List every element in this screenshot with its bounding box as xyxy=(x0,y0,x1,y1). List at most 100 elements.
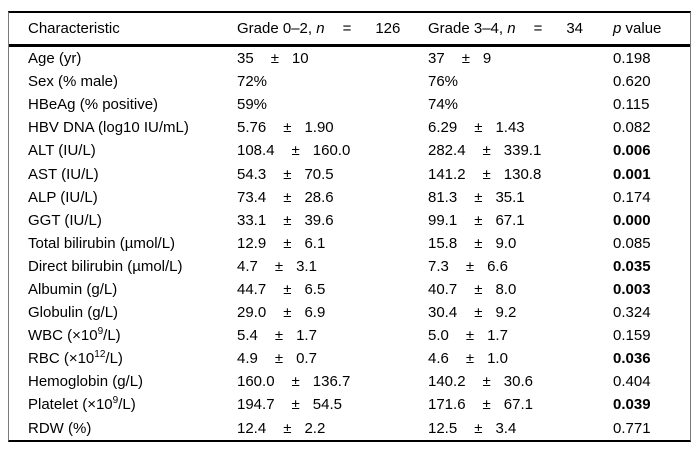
grade-3-4-value: 40.7 ±8.0 xyxy=(428,281,613,298)
grade-0-2-value: 35 ±10 xyxy=(237,50,428,67)
grade-3-4-value: 141.2 ±130.8 xyxy=(428,166,613,183)
plus-minus-symbol: ± xyxy=(474,211,483,229)
table-row: Sex (% male) 72% 76% 0.620 xyxy=(9,70,690,93)
sd-value: 0.7 xyxy=(296,350,317,368)
plus-minus-symbol: ± xyxy=(291,396,300,414)
plus-minus-symbol: ± xyxy=(274,257,284,275)
mean-value: 59% xyxy=(237,96,268,114)
row-label-text: ALT (IU/L) xyxy=(28,142,96,160)
row-label-text: ALP (IU/L) xyxy=(28,188,98,206)
grade-3-4-value: 74% xyxy=(428,96,613,113)
header-grade-3-4-label: Grade 3–4, xyxy=(428,20,504,37)
grade-0-2-value: 29.0 ±6.9 xyxy=(237,304,428,321)
sd-value: 54.5 xyxy=(312,396,342,414)
plus-minus-symbol: ± xyxy=(465,327,475,345)
mean-value: 74% xyxy=(428,96,459,114)
p-value: 0.036 xyxy=(613,350,651,368)
grade-0-2-value: 59% xyxy=(237,96,428,113)
mean-value: 5.0 xyxy=(428,327,449,345)
row-label-text: Globulin (g/L) xyxy=(28,304,119,322)
mean-value: 5.76 xyxy=(237,119,267,137)
table-row: HBV DNA (log10 IU/mL) 5.76 ±1.90 6.29 ±1.4… xyxy=(9,116,690,139)
mean-value: 54.3 xyxy=(237,165,267,183)
plus-minus-symbol: ± xyxy=(482,142,491,160)
grade-3-4-value: 15.8 ±9.0 xyxy=(428,235,613,252)
header-grade-0-2: Grade 0–2, n = 126 xyxy=(237,20,428,37)
table-row: GGT (IU/L) 33.1 ±39.6 99.1 ±67.1 0.000 xyxy=(9,209,690,232)
row-label-unit: /L) xyxy=(118,396,136,414)
grade-0-2-value: 5.4 ±1.7 xyxy=(237,327,428,344)
grade-3-4-value: 37 ±9 xyxy=(428,50,613,67)
p-value: 0.039 xyxy=(613,396,651,414)
p-value: 0.000 xyxy=(613,211,651,229)
grade-0-2-value: 160.0 ±136.7 xyxy=(237,373,428,390)
mean-value: 108.4 xyxy=(237,142,275,160)
plus-minus-symbol: ± xyxy=(474,119,483,137)
mean-value: 4.9 xyxy=(237,350,258,368)
sd-value: 35.1 xyxy=(495,188,525,206)
table-row: WBC (×109/L) 5.4 ±1.7 5.0 ±1.7 0.159 xyxy=(9,324,690,347)
plus-minus-symbol: ± xyxy=(283,165,292,183)
plus-minus-symbol: ± xyxy=(270,50,279,68)
grade-0-2-value: 4.9 ±0.7 xyxy=(237,350,428,367)
mean-value: 29.0 xyxy=(237,304,267,322)
sd-value: 130.8 xyxy=(503,165,542,183)
sd-value: 2.2 xyxy=(304,419,326,437)
equals-sign: = xyxy=(342,20,352,37)
table-row: RDW (%) 12.4 ±2.2 12.5 ±3.4 0.771 xyxy=(9,417,690,440)
mean-value: 140.2 xyxy=(428,373,466,391)
plus-minus-symbol: ± xyxy=(461,50,470,68)
plus-minus-symbol: ± xyxy=(465,257,475,275)
sd-value: 30.6 xyxy=(503,373,533,391)
sd-value: 6.5 xyxy=(304,280,326,298)
p-value: 0.198 xyxy=(613,50,651,68)
sd-value: 6.6 xyxy=(487,257,508,275)
header-p-value-label: value xyxy=(625,20,662,37)
row-label-text: AST (IU/L) xyxy=(28,165,99,183)
row-label-unit: /L) xyxy=(105,350,123,368)
p-value: 0.159 xyxy=(613,327,651,345)
row-label: GGT (IU/L) xyxy=(28,212,237,229)
row-label-superscript: 9 xyxy=(112,395,119,407)
sd-value: 136.7 xyxy=(312,373,351,391)
plus-minus-symbol: ± xyxy=(283,188,292,206)
row-label: RBC (×1012/L) xyxy=(28,350,237,368)
grade-0-2-value: 12.9 ±6.1 xyxy=(237,235,428,252)
header-grade-3-4: Grade 3–4, n = 34 xyxy=(428,20,613,37)
sd-value: 28.6 xyxy=(304,188,334,206)
mean-value: 81.3 xyxy=(428,188,458,206)
row-label: RDW (%) xyxy=(28,420,237,437)
sd-value: 3.4 xyxy=(495,419,517,437)
row-label-text: Platelet (×10 xyxy=(28,396,113,414)
p-value: 0.771 xyxy=(613,419,651,437)
table-header-row: Characteristic Grade 0–2, n = 126 Grade 3–… xyxy=(9,13,690,47)
sd-value: 70.5 xyxy=(304,165,334,183)
row-label-text: RDW (%) xyxy=(28,419,92,437)
mean-value: 35 xyxy=(237,50,254,68)
sd-value: 67.1 xyxy=(503,396,533,414)
table-row: Globulin (g/L) 29.0 ±6.9 30.4 ±9.2 0.324 xyxy=(9,301,690,324)
row-label: Sex (% male) xyxy=(28,73,237,90)
grade-3-4-value: 30.4 ±9.2 xyxy=(428,304,613,321)
mean-value: 160.0 xyxy=(237,373,275,391)
grade-3-4-value: 7.3 ±6.6 xyxy=(428,258,613,275)
grade-3-4-value: 81.3 ±35.1 xyxy=(428,189,613,206)
plus-minus-symbol: ± xyxy=(482,165,491,183)
header-grade-0-2-count: 126 xyxy=(375,20,401,37)
row-label-unit: /L) xyxy=(103,327,121,345)
mean-value: 99.1 xyxy=(428,211,458,229)
row-label: HBV DNA (log10 IU/mL) xyxy=(28,119,237,136)
plus-minus-symbol: ± xyxy=(291,373,300,391)
row-label: AST (IU/L) xyxy=(28,166,237,183)
p-value: 0.620 xyxy=(613,73,651,91)
row-label: Globulin (g/L) xyxy=(28,304,237,321)
table-row: Albumin (g/L) 44.7 ±6.5 40.7 ±8.0 0.003 xyxy=(9,278,690,301)
mean-value: 37 xyxy=(428,50,445,68)
p-value: 0.082 xyxy=(613,119,651,137)
sd-value: 67.1 xyxy=(495,211,525,229)
header-grade-0-2-label: Grade 0–2, xyxy=(237,20,313,37)
p-value: 0.174 xyxy=(613,188,651,206)
row-label: ALP (IU/L) xyxy=(28,189,237,206)
row-label: WBC (×109/L) xyxy=(28,327,237,345)
table-body: Age (yr) 35 ±10 37 ±9 0.198 Sex (% male) 7… xyxy=(9,47,690,440)
